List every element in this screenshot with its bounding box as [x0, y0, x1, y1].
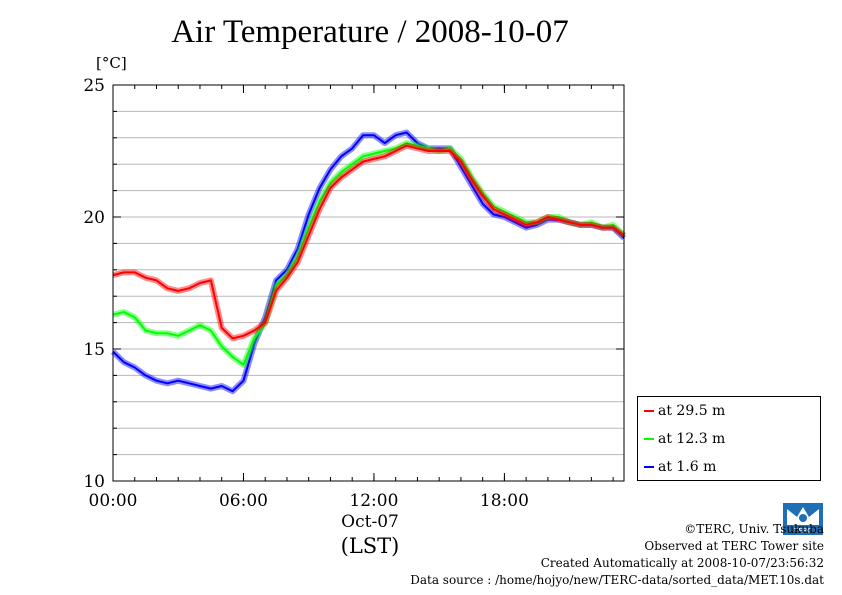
- footer-source: Data source : /home/hojyo/new/TERC-data/…: [410, 573, 824, 587]
- series-line: [112, 131, 625, 393]
- series-lines: [110, 129, 627, 395]
- terc-logo-icon: TERC: [783, 503, 823, 535]
- logo-text: TERC: [793, 527, 812, 535]
- y-tick-label: 20: [83, 208, 105, 228]
- y-tick-label: 25: [83, 76, 105, 96]
- y-tick-label: 10: [83, 472, 105, 492]
- legend: at 29.5 m at 12.3 m at 1.6 m: [637, 396, 821, 481]
- legend-swatch-red: [644, 410, 654, 412]
- legend-label: at 1.6 m: [658, 459, 717, 475]
- x-tick-label: 06:00: [219, 491, 268, 511]
- footer-site: Observed at TERC Tower site: [644, 539, 824, 553]
- y-axis-unit-label: [°C]: [96, 54, 127, 72]
- series-band: [110, 129, 627, 395]
- legend-item-29-5m: at 29.5 m: [644, 401, 725, 421]
- series-band: [112, 142, 626, 342]
- legend-label: at 12.3 m: [658, 431, 726, 447]
- chart-title: Air Temperature / 2008-10-07: [171, 14, 569, 50]
- y-tick-label: 15: [83, 340, 105, 360]
- grid-lines: [113, 110, 624, 456]
- series-line: [112, 144, 625, 340]
- x-tick-label: 00:00: [89, 491, 138, 511]
- legend-item-1-6m: at 1.6 m: [644, 457, 716, 477]
- legend-label: at 29.5 m: [658, 403, 726, 419]
- footer-created: Created Automatically at 2008-10-07/23:5…: [540, 556, 824, 570]
- x-axis-date-label: Oct-07: [341, 512, 399, 532]
- x-axis-title: (LST): [340, 534, 400, 558]
- plot-frame: [112, 84, 625, 482]
- series-band: [112, 140, 627, 368]
- legend-swatch-green: [644, 438, 654, 440]
- axis-ticks: 10 15 20 25 00:00 06:00 12:00 18:00: [83, 76, 624, 511]
- x-tick-label: 18:00: [480, 491, 529, 511]
- x-tick-label: 12:00: [349, 491, 398, 511]
- footer-copyright: ©TERC, Univ. Tsukuba: [684, 522, 824, 536]
- legend-item-12-3m: at 12.3 m: [644, 429, 725, 449]
- legend-swatch-blue: [644, 466, 654, 468]
